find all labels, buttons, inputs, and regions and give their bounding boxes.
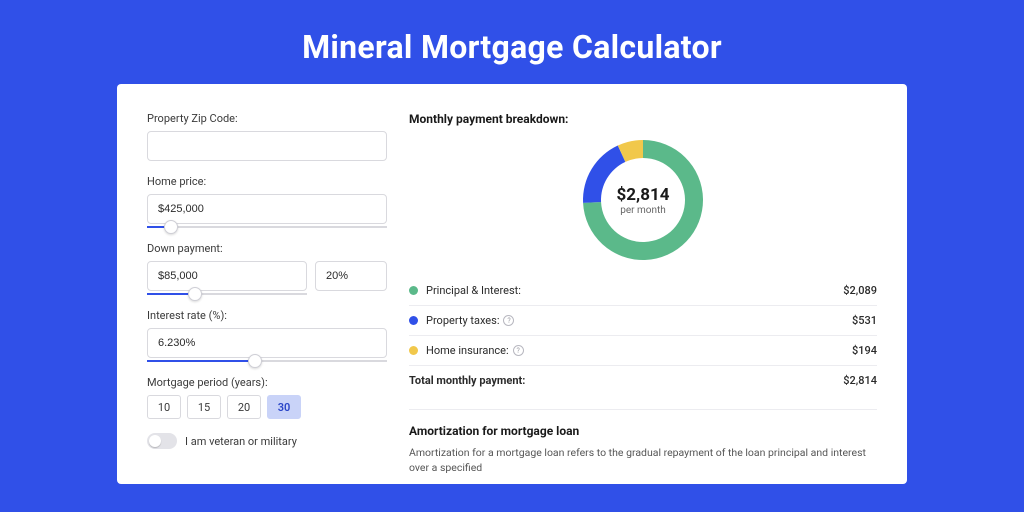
- interest-rate-slider-thumb[interactable]: [248, 354, 262, 368]
- total-value: $2,814: [843, 374, 877, 387]
- page-title: Mineral Mortgage Calculator: [0, 0, 1024, 84]
- home-price-field: Home price:: [147, 175, 387, 228]
- period-option-30[interactable]: 30: [267, 395, 301, 419]
- form-column: Property Zip Code: Home price: Down paym…: [147, 112, 387, 484]
- total-row: Total monthly payment: $2,814: [409, 366, 877, 395]
- down-payment-slider-thumb[interactable]: [188, 287, 202, 301]
- legend-dot: [409, 286, 418, 295]
- legend-row: Home insurance:?$194: [409, 336, 877, 366]
- veteran-toggle-row: I am veteran or military: [147, 433, 387, 449]
- mortgage-period-field: Mortgage period (years): 10152030: [147, 376, 387, 419]
- info-icon[interactable]: ?: [513, 345, 524, 356]
- interest-rate-input[interactable]: [147, 328, 387, 358]
- veteran-label: I am veteran or military: [185, 435, 297, 448]
- donut-amount: $2,814: [617, 185, 670, 205]
- legend-row: Principal & Interest:$2,089: [409, 276, 877, 306]
- donut-sub: per month: [620, 205, 666, 216]
- legend-label: Principal & Interest:: [426, 284, 843, 297]
- interest-rate-label: Interest rate (%):: [147, 309, 387, 322]
- legend-label: Property taxes:?: [426, 314, 852, 327]
- info-icon[interactable]: ?: [503, 315, 514, 326]
- legend-label: Home insurance:?: [426, 344, 852, 357]
- legend-value: $194: [852, 344, 877, 357]
- period-option-20[interactable]: 20: [227, 395, 261, 419]
- payment-donut-chart: $2,814 per month: [579, 136, 707, 264]
- total-label: Total monthly payment:: [409, 374, 843, 387]
- interest-rate-slider[interactable]: [147, 360, 387, 362]
- zip-input[interactable]: [147, 131, 387, 161]
- veteran-toggle[interactable]: [147, 433, 177, 449]
- legend-value: $531: [852, 314, 877, 327]
- period-option-15[interactable]: 15: [187, 395, 221, 419]
- amortization-block: Amortization for mortgage loan Amortizat…: [409, 409, 877, 475]
- legend-dot: [409, 346, 418, 355]
- amortization-title: Amortization for mortgage loan: [409, 424, 877, 438]
- down-payment-amount-input[interactable]: [147, 261, 307, 291]
- donut-center: $2,814 per month: [579, 136, 707, 264]
- veteran-toggle-knob: [149, 435, 161, 447]
- home-price-label: Home price:: [147, 175, 387, 188]
- breakdown-title: Monthly payment breakdown:: [409, 112, 877, 126]
- legend-dot: [409, 316, 418, 325]
- legend: Principal & Interest:$2,089Property taxe…: [409, 276, 877, 366]
- home-price-slider[interactable]: [147, 226, 387, 228]
- legend-row: Property taxes:?$531: [409, 306, 877, 336]
- down-payment-label: Down payment:: [147, 242, 387, 255]
- zip-field: Property Zip Code:: [147, 112, 387, 161]
- mortgage-period-label: Mortgage period (years):: [147, 376, 387, 389]
- interest-rate-field: Interest rate (%):: [147, 309, 387, 362]
- home-price-slider-thumb[interactable]: [164, 220, 178, 234]
- breakdown-column: Monthly payment breakdown: $2,814 per mo…: [409, 112, 877, 484]
- zip-label: Property Zip Code:: [147, 112, 387, 125]
- down-payment-percent-input[interactable]: [315, 261, 387, 291]
- down-payment-slider[interactable]: [147, 293, 307, 295]
- amortization-text: Amortization for a mortgage loan refers …: [409, 446, 877, 475]
- donut-wrap: $2,814 per month: [409, 136, 877, 264]
- period-option-10[interactable]: 10: [147, 395, 181, 419]
- legend-value: $2,089: [843, 284, 877, 297]
- calculator-card: Property Zip Code: Home price: Down paym…: [117, 84, 907, 484]
- down-payment-field: Down payment:: [147, 242, 387, 295]
- home-price-input[interactable]: [147, 194, 387, 224]
